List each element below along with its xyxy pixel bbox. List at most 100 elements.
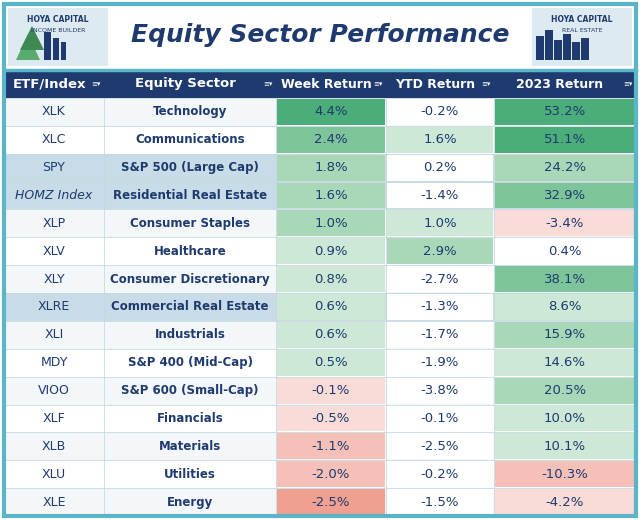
Bar — [387, 99, 493, 125]
Bar — [495, 127, 635, 153]
Text: -1.5%: -1.5% — [420, 496, 460, 509]
Bar — [387, 266, 493, 292]
Text: 0.2%: 0.2% — [423, 161, 457, 174]
Text: XLRE: XLRE — [38, 301, 70, 314]
Bar — [563, 34, 571, 60]
Text: S&P 500 (Large Cap): S&P 500 (Large Cap) — [121, 161, 259, 174]
Bar — [277, 378, 385, 404]
Text: ≡▾: ≡▾ — [263, 81, 273, 87]
Bar — [387, 350, 493, 375]
Text: XLB: XLB — [42, 440, 66, 453]
Text: 51.1%: 51.1% — [544, 133, 586, 146]
Text: ETF/Index: ETF/Index — [12, 77, 86, 90]
Text: S&P 600 (Small-Cap): S&P 600 (Small-Cap) — [121, 384, 259, 397]
Text: Consumer Discretionary: Consumer Discretionary — [110, 272, 270, 285]
Text: -0.1%: -0.1% — [312, 384, 350, 397]
Text: XLF: XLF — [43, 412, 65, 425]
Text: -1.4%: -1.4% — [421, 189, 459, 202]
Text: 2.4%: 2.4% — [314, 133, 348, 146]
Text: 0.6%: 0.6% — [314, 328, 348, 341]
Text: XLY: XLY — [43, 272, 65, 285]
Bar — [387, 433, 493, 459]
Bar — [4, 126, 636, 154]
Bar — [387, 406, 493, 432]
Text: Commercial Real Estate: Commercial Real Estate — [111, 301, 269, 314]
Bar — [4, 154, 636, 181]
Bar — [4, 293, 636, 321]
Bar — [277, 433, 385, 459]
Bar — [581, 38, 589, 60]
Text: ≡▾: ≡▾ — [623, 81, 633, 87]
Text: XLE: XLE — [42, 496, 66, 509]
Text: Financials: Financials — [157, 412, 223, 425]
Text: Healthcare: Healthcare — [154, 245, 227, 258]
Text: REAL ESTATE: REAL ESTATE — [562, 28, 602, 32]
Bar — [4, 488, 636, 516]
Text: Materials: Materials — [159, 440, 221, 453]
Text: 38.1%: 38.1% — [544, 272, 586, 285]
Text: -2.5%: -2.5% — [312, 496, 350, 509]
Text: 8.6%: 8.6% — [548, 301, 582, 314]
Text: S&P 400 (Mid-Cap): S&P 400 (Mid-Cap) — [127, 356, 253, 369]
Bar — [387, 489, 493, 515]
Text: 10.0%: 10.0% — [544, 412, 586, 425]
Text: YTD Return: YTD Return — [395, 77, 475, 90]
Text: ≡▾: ≡▾ — [92, 81, 100, 87]
Text: Communications: Communications — [135, 133, 245, 146]
Text: 53.2%: 53.2% — [544, 106, 586, 119]
Bar — [277, 266, 385, 292]
Bar — [495, 322, 635, 348]
Bar — [495, 211, 635, 236]
Bar — [387, 211, 493, 236]
Bar — [4, 460, 636, 488]
Bar — [536, 36, 544, 60]
Text: HOYA CAPITAL: HOYA CAPITAL — [551, 16, 612, 24]
Text: Utilities: Utilities — [164, 467, 216, 480]
Bar — [44, 32, 51, 60]
Text: -2.7%: -2.7% — [420, 272, 460, 285]
Text: 0.4%: 0.4% — [548, 245, 582, 258]
Text: Industrials: Industrials — [155, 328, 225, 341]
Polygon shape — [16, 34, 40, 60]
Bar — [4, 98, 636, 126]
Text: -1.9%: -1.9% — [421, 356, 459, 369]
Text: -1.1%: -1.1% — [312, 440, 350, 453]
Text: -3.8%: -3.8% — [421, 384, 459, 397]
Text: 14.6%: 14.6% — [544, 356, 586, 369]
Text: XLK: XLK — [42, 106, 66, 119]
Bar — [277, 294, 385, 320]
Text: HOMZ Index: HOMZ Index — [15, 189, 93, 202]
Text: Technology: Technology — [153, 106, 227, 119]
Bar — [572, 42, 580, 60]
Text: 1.6%: 1.6% — [423, 133, 457, 146]
Bar — [61, 42, 66, 60]
Bar — [387, 322, 493, 348]
Text: Consumer Staples: Consumer Staples — [130, 217, 250, 230]
Bar — [495, 489, 635, 515]
Text: -10.3%: -10.3% — [541, 467, 588, 480]
Text: 10.1%: 10.1% — [544, 440, 586, 453]
Bar — [4, 265, 636, 293]
Bar — [277, 155, 385, 180]
Bar — [387, 378, 493, 404]
Bar — [387, 183, 493, 209]
Bar — [4, 433, 636, 460]
Text: 1.0%: 1.0% — [314, 217, 348, 230]
Text: MDY: MDY — [40, 356, 68, 369]
Text: 4.4%: 4.4% — [314, 106, 348, 119]
Bar — [277, 127, 385, 153]
Text: HOYA CAPITAL: HOYA CAPITAL — [28, 16, 89, 24]
Text: 0.6%: 0.6% — [314, 301, 348, 314]
Text: 2.9%: 2.9% — [423, 245, 457, 258]
Bar — [495, 183, 635, 209]
Bar — [495, 378, 635, 404]
Text: Equity Sector Performance: Equity Sector Performance — [131, 23, 509, 47]
Bar — [4, 349, 636, 376]
Bar — [4, 210, 636, 237]
Bar — [387, 461, 493, 487]
Bar — [495, 350, 635, 375]
Text: ≡▾: ≡▾ — [481, 81, 491, 87]
Bar — [4, 4, 636, 70]
Text: XLI: XLI — [44, 328, 63, 341]
Text: 0.8%: 0.8% — [314, 272, 348, 285]
